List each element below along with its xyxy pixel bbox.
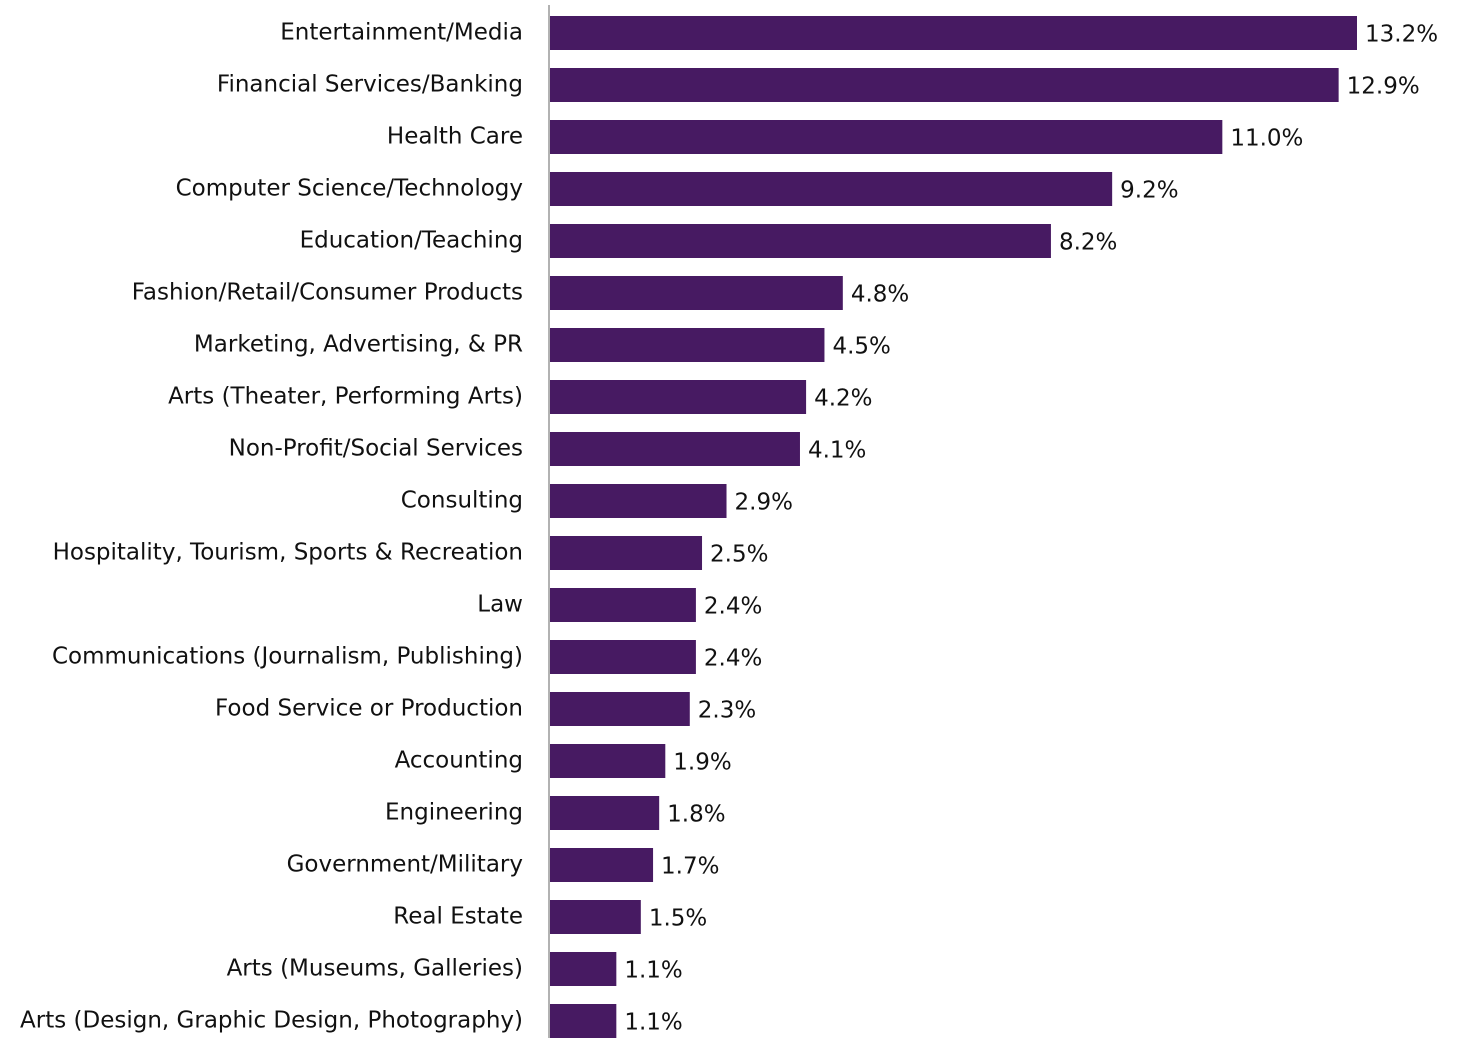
bar [550,120,1223,154]
bar [550,16,1357,50]
value-label: 2.9% [735,490,793,516]
bar [550,328,825,362]
bar [550,848,654,882]
category-label: Marketing, Advertising, & PR [194,332,523,358]
value-label: 1.1% [624,958,682,984]
bar [550,952,617,986]
value-label: 1.5% [649,906,707,932]
bar [550,744,666,778]
value-label: 13.2% [1365,22,1438,48]
category-label: Entertainment/Media [280,20,523,46]
value-label: 12.9% [1347,74,1420,100]
bar [550,796,660,830]
category-label: Law [477,592,523,618]
bar [550,900,641,934]
value-label: 9.2% [1120,178,1178,204]
category-label: Real Estate [393,904,523,930]
category-label: Arts (Museums, Galleries) [227,956,523,982]
category-label: Education/Teaching [300,228,523,254]
category-label: Arts (Theater, Performing Arts) [168,384,523,410]
value-label: 1.9% [673,750,731,776]
category-label: Communications (Journalism, Publishing) [52,644,523,670]
bar [550,692,690,726]
value-label: 1.8% [667,802,725,828]
bar [550,380,807,414]
value-label: 11.0% [1230,126,1303,152]
bar [550,276,843,310]
bar [550,640,696,674]
bar [550,224,1051,258]
bar [550,588,696,622]
category-label: Accounting [395,748,523,774]
category-label: Health Care [387,124,523,150]
category-label: Arts (Design, Graphic Design, Photograph… [20,1008,523,1034]
bar [550,172,1113,206]
category-label: Food Service or Production [215,696,523,722]
value-label: 4.5% [832,334,890,360]
value-label: 4.2% [814,386,872,412]
bar [550,1004,617,1038]
value-label: 8.2% [1059,230,1117,256]
value-label: 2.4% [704,646,762,672]
value-label: 1.1% [624,1010,682,1036]
category-label: Non-Profit/Social Services [229,436,523,462]
value-label: 2.5% [710,542,768,568]
value-label: 1.7% [661,854,719,880]
bar [550,484,727,518]
category-label: Hospitality, Tourism, Sports & Recreatio… [53,540,523,566]
category-label: Financial Services/Banking [217,72,523,98]
category-label: Computer Science/Technology [176,176,523,202]
value-label: 2.4% [704,594,762,620]
bar [550,68,1339,102]
value-label: 4.1% [808,438,866,464]
value-label: 4.8% [851,282,909,308]
category-label: Fashion/Retail/Consumer Products [132,280,523,306]
category-label: Engineering [385,800,523,826]
category-label: Government/Military [287,852,523,878]
category-label: Consulting [401,488,523,514]
bar [550,536,703,570]
value-label: 2.3% [698,698,756,724]
bar [550,432,800,466]
